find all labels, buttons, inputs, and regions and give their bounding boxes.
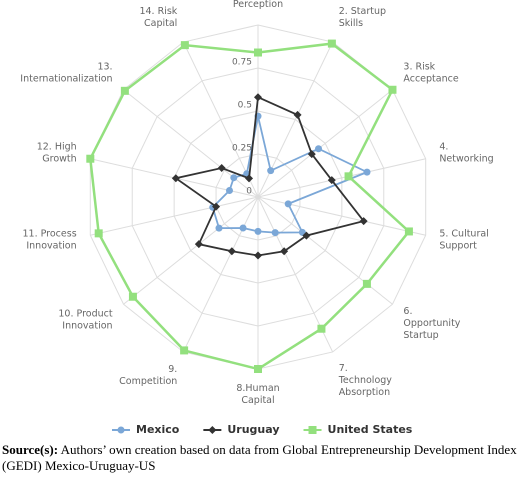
axis-label: 13. Internationalization bbox=[20, 61, 113, 85]
y-tick-label: 0.75 bbox=[232, 58, 252, 68]
y-tick-label: 0 bbox=[246, 187, 252, 197]
axis-label: 1. Opportunity Perception bbox=[232, 0, 284, 10]
y-tick-label: 0.25 bbox=[232, 144, 252, 154]
marker bbox=[307, 150, 316, 159]
marker bbox=[327, 39, 336, 48]
marker bbox=[280, 247, 289, 256]
spoke bbox=[257, 158, 426, 198]
marker bbox=[271, 229, 279, 237]
marker bbox=[225, 186, 233, 194]
marker bbox=[239, 224, 247, 232]
spoke bbox=[90, 196, 259, 236]
marker bbox=[317, 324, 326, 333]
chart: 0 0.25 0.5 0.75 Mexico Uruguay United States bbox=[86, 24, 427, 436]
source-text: Authors’ own creation based on data from… bbox=[2, 442, 517, 473]
marker bbox=[194, 240, 203, 249]
axis-label: 3. Risk Acceptance bbox=[403, 61, 459, 85]
marker bbox=[120, 86, 129, 95]
marker bbox=[254, 251, 262, 260]
source-note: Source(s): Authors’ own creation based o… bbox=[2, 442, 518, 474]
marker bbox=[284, 200, 292, 208]
axis-label: 6. Opportunity Startup bbox=[403, 306, 461, 342]
axis-label: 11. Process Innovation bbox=[22, 229, 77, 253]
axis-label: 8.Human Capital bbox=[236, 383, 280, 406]
marker bbox=[267, 167, 275, 175]
marker bbox=[245, 174, 254, 183]
marker bbox=[180, 346, 189, 355]
axis-label: 9. Competition bbox=[119, 363, 178, 387]
marker bbox=[254, 365, 262, 373]
marker bbox=[359, 217, 368, 226]
marker bbox=[302, 231, 311, 240]
spoke bbox=[182, 196, 259, 353]
marker bbox=[180, 41, 189, 50]
marker bbox=[86, 154, 95, 163]
marker bbox=[94, 229, 103, 238]
marker bbox=[128, 292, 137, 301]
axis-label: 4. Networking bbox=[439, 140, 494, 164]
marker bbox=[315, 145, 323, 153]
marker bbox=[363, 168, 371, 176]
marker bbox=[254, 93, 262, 102]
marker bbox=[212, 202, 221, 211]
marker bbox=[362, 279, 371, 288]
marker bbox=[254, 48, 262, 57]
axis-label: 12. High Growth bbox=[36, 140, 77, 164]
marker bbox=[230, 174, 238, 182]
marker bbox=[217, 164, 226, 173]
marker bbox=[293, 110, 302, 119]
marker bbox=[215, 224, 223, 232]
spoke bbox=[257, 89, 393, 198]
marker bbox=[254, 227, 262, 235]
y-tick-label: 0.5 bbox=[238, 101, 252, 111]
marker bbox=[171, 174, 180, 183]
marker bbox=[208, 426, 217, 434]
axis-label: 14. Risk Capital bbox=[139, 6, 178, 30]
series-line bbox=[89, 42, 411, 371]
spoke bbox=[123, 196, 259, 305]
marker bbox=[117, 426, 125, 434]
axis-label: 7. Technology Absorption bbox=[338, 362, 392, 398]
marker bbox=[308, 426, 317, 434]
marker bbox=[327, 176, 336, 185]
marker bbox=[227, 247, 236, 256]
marker bbox=[404, 227, 413, 236]
source-label: Source(s): bbox=[2, 442, 59, 457]
axis-label: 2. Startup Skills bbox=[338, 6, 387, 30]
marker bbox=[344, 172, 353, 181]
legend-label: United States bbox=[328, 423, 413, 436]
marker bbox=[388, 85, 397, 94]
legend-label: Mexico bbox=[136, 423, 180, 436]
legend-label: Uruguay bbox=[227, 423, 279, 436]
axis-label: 10. Product Innovation bbox=[58, 308, 113, 332]
axis-label: 5. Cultural Support bbox=[439, 229, 489, 253]
